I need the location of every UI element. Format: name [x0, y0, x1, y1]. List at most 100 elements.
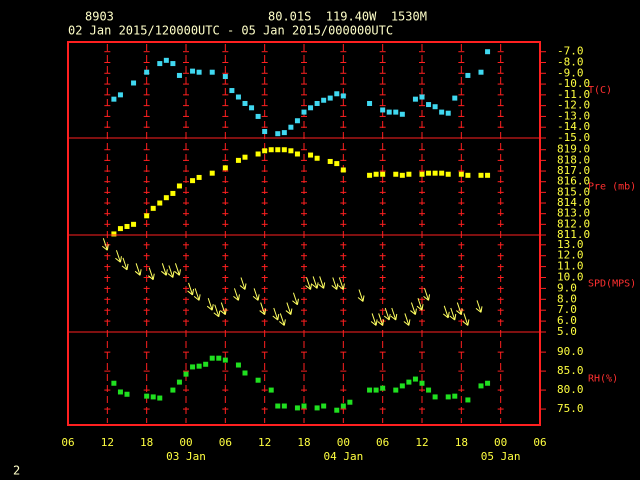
wind-arrow: [311, 276, 319, 289]
data-point: [235, 94, 241, 100]
data-point: [196, 174, 202, 180]
y-tick-label: 75.0: [557, 402, 584, 415]
data-point: [209, 170, 215, 176]
x-tick-label: 06: [376, 436, 389, 449]
data-point: [380, 385, 386, 391]
data-point: [268, 387, 274, 393]
time-period: 02 Jan 2015/120000UTC - 05 Jan 2015/0000…: [68, 24, 393, 38]
frame: [67, 41, 541, 426]
data-point: [275, 131, 281, 137]
data-point: [439, 109, 445, 115]
station-id: 8903: [85, 10, 114, 24]
data-point: [458, 171, 464, 177]
wind-arrow: [239, 277, 247, 290]
y-tick-label: 80.0: [557, 383, 584, 396]
data-point: [386, 109, 392, 115]
y-tick-label: 13.0: [557, 238, 584, 251]
data-point: [242, 100, 248, 106]
data-point: [176, 72, 182, 78]
data-point: [373, 171, 379, 177]
data-point: [144, 69, 150, 75]
wind-arrow: [233, 288, 240, 301]
data-point: [380, 107, 386, 113]
wind-arrow: [193, 288, 201, 301]
data-point: [347, 399, 353, 405]
data-point: [203, 361, 209, 367]
data-point: [288, 124, 294, 130]
data-point: [242, 154, 248, 160]
y-tick-label: 12.0: [557, 249, 584, 262]
data-point: [209, 355, 215, 361]
data-point: [399, 172, 405, 178]
x-tick-label: 12: [101, 436, 114, 449]
wind-arrow: [416, 298, 424, 311]
data-point: [308, 105, 314, 111]
data-point: [340, 167, 346, 173]
data-point: [340, 403, 346, 409]
y-tick-label: 812.0: [557, 217, 590, 230]
wind-arrow: [383, 307, 391, 321]
y-tick-label: 85.0: [557, 364, 584, 377]
data-point: [412, 96, 418, 102]
wind-arrow: [377, 313, 385, 326]
data-point: [163, 195, 169, 201]
data-point: [314, 155, 320, 161]
date-label: 03 Jan: [166, 450, 206, 463]
data-point: [465, 72, 471, 78]
data-point: [190, 178, 196, 184]
x-tick-label: 00: [179, 436, 192, 449]
data-point: [262, 148, 268, 154]
wind-arrow: [206, 298, 214, 311]
wind-arrow: [442, 305, 450, 319]
x-tick-label: 18: [140, 436, 153, 449]
data-point: [111, 380, 117, 386]
data-point: [321, 97, 327, 103]
data-point: [150, 205, 156, 211]
data-point: [157, 200, 163, 206]
data-point: [445, 110, 451, 116]
wind-arrow: [305, 277, 313, 290]
x-tick-label: 18: [455, 436, 468, 449]
data-point: [393, 171, 399, 177]
y-tick-label: -7.0: [557, 45, 584, 58]
data-point: [294, 405, 300, 411]
data-point: [111, 231, 117, 237]
wind-arrow: [174, 263, 181, 276]
wind-arrow: [115, 250, 122, 263]
y-tick-label: 9.0: [557, 281, 577, 294]
data-point: [419, 171, 425, 177]
data-point: [327, 158, 333, 164]
data-point: [340, 93, 346, 99]
y-tick-label: -15.0: [557, 131, 590, 144]
y-tick-label: 7.0: [557, 303, 577, 316]
data-point: [229, 88, 235, 94]
data-point: [196, 69, 202, 75]
data-point: [281, 147, 287, 153]
x-tick-label: 06: [61, 436, 74, 449]
data-point: [170, 61, 176, 67]
data-point: [209, 69, 215, 75]
data-point: [373, 387, 379, 393]
data-point: [406, 171, 412, 177]
wind-arrow: [252, 288, 260, 301]
wind-arrow: [318, 276, 326, 289]
data-point: [452, 95, 458, 101]
data-point: [275, 403, 281, 409]
data-point: [485, 49, 491, 55]
x-tick-label: 06: [533, 436, 546, 449]
data-point: [216, 355, 222, 361]
y-tick-label: -14.0: [557, 120, 590, 133]
y-tick-label: 813.0: [557, 207, 590, 220]
x-tick-label: 18: [297, 436, 310, 449]
data-point: [281, 130, 287, 136]
wind-arrow: [121, 257, 129, 271]
wind-arrow: [134, 263, 142, 276]
y-tick-label: 815.0: [557, 185, 590, 198]
y-tick-label: -12.0: [557, 99, 590, 112]
data-point: [288, 148, 294, 154]
date-label: 04 Jan: [323, 450, 363, 463]
y-tick-label: 811.0: [557, 228, 590, 241]
data-point: [144, 393, 150, 399]
wind-arrow: [390, 307, 398, 321]
